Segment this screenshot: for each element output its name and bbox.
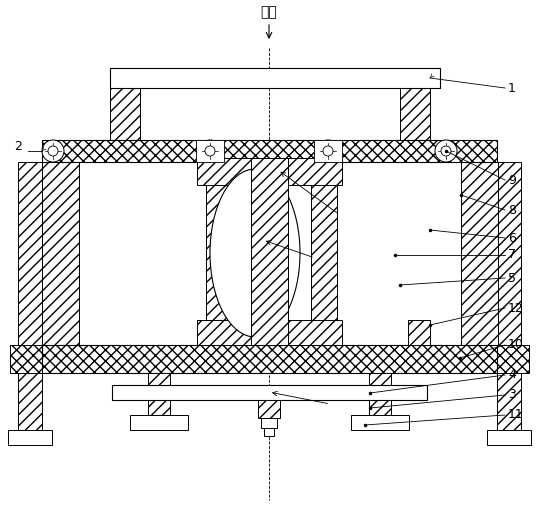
- Circle shape: [48, 146, 58, 156]
- Bar: [351, 415, 409, 430]
- Text: 3: 3: [508, 389, 516, 401]
- Text: 12: 12: [508, 302, 524, 314]
- Bar: [264, 428, 274, 436]
- Circle shape: [42, 140, 64, 162]
- Text: 1: 1: [508, 81, 516, 94]
- Bar: [408, 320, 430, 345]
- Bar: [197, 320, 342, 345]
- Bar: [10, 345, 42, 373]
- Bar: [258, 400, 280, 418]
- Bar: [110, 68, 440, 88]
- Text: 4: 4: [508, 368, 516, 382]
- Bar: [42, 345, 497, 373]
- Bar: [130, 415, 188, 430]
- Circle shape: [435, 140, 457, 162]
- Bar: [112, 385, 427, 400]
- Circle shape: [205, 146, 215, 156]
- Bar: [261, 418, 277, 428]
- Bar: [314, 140, 342, 162]
- Bar: [8, 430, 52, 445]
- Circle shape: [441, 146, 451, 156]
- Bar: [497, 345, 529, 373]
- Bar: [110, 88, 140, 140]
- Text: 9: 9: [508, 174, 516, 186]
- Bar: [18, 373, 42, 430]
- Bar: [148, 373, 170, 415]
- Bar: [196, 140, 224, 162]
- Text: 7: 7: [508, 248, 516, 262]
- Bar: [461, 162, 498, 345]
- Text: 5: 5: [508, 271, 516, 284]
- Bar: [369, 373, 391, 415]
- Bar: [197, 158, 342, 185]
- Ellipse shape: [210, 169, 300, 337]
- Circle shape: [199, 140, 221, 162]
- Bar: [251, 158, 288, 345]
- Text: 2: 2: [14, 140, 22, 152]
- Bar: [487, 430, 531, 445]
- Bar: [206, 165, 232, 320]
- Text: 11: 11: [508, 408, 524, 422]
- Text: 8: 8: [508, 204, 516, 216]
- Text: 载荷: 载荷: [261, 5, 278, 19]
- Bar: [18, 162, 42, 345]
- Circle shape: [317, 140, 339, 162]
- Bar: [497, 162, 521, 345]
- Circle shape: [323, 146, 333, 156]
- Bar: [400, 88, 430, 140]
- Bar: [497, 373, 521, 430]
- Text: 10: 10: [508, 338, 524, 352]
- Bar: [311, 165, 337, 320]
- Text: 6: 6: [508, 232, 516, 244]
- Bar: [42, 162, 79, 345]
- Bar: [42, 140, 497, 162]
